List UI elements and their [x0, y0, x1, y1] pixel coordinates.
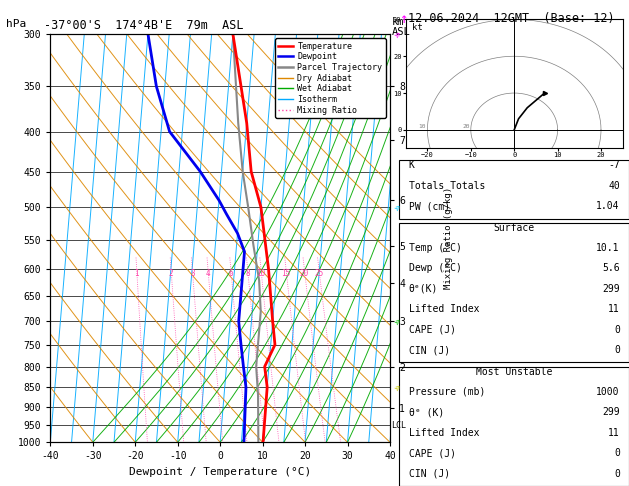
Text: 299: 299: [602, 407, 620, 417]
Text: 0: 0: [614, 345, 620, 355]
Text: 11: 11: [608, 304, 620, 314]
Text: 8: 8: [245, 269, 250, 278]
Text: 1: 1: [135, 269, 139, 278]
Text: 25: 25: [314, 269, 323, 278]
Legend: Temperature, Dewpoint, Parcel Trajectory, Dry Adiabat, Wet Adiabat, Isotherm, Mi: Temperature, Dewpoint, Parcel Trajectory…: [275, 38, 386, 118]
Text: km: km: [392, 17, 404, 27]
Text: 6: 6: [228, 269, 233, 278]
Text: K: K: [409, 160, 415, 171]
Text: LCL: LCL: [391, 421, 406, 431]
Text: Most Unstable: Most Unstable: [476, 366, 552, 377]
Text: 2: 2: [169, 269, 174, 278]
Text: CIN (J): CIN (J): [409, 469, 450, 479]
Text: 12.06.2024  12GMT  (Base: 12): 12.06.2024 12GMT (Base: 12): [408, 12, 614, 25]
Text: 299: 299: [602, 284, 620, 294]
Bar: [399, 223, 629, 363]
Text: 0: 0: [614, 325, 620, 335]
Text: 0: 0: [614, 448, 620, 458]
Text: »: »: [392, 381, 404, 393]
Text: CAPE (J): CAPE (J): [409, 448, 455, 458]
Text: Totals Totals: Totals Totals: [409, 181, 485, 191]
Text: ↑: ↑: [399, 12, 408, 26]
Text: hPa: hPa: [6, 19, 26, 30]
Text: 20: 20: [462, 124, 470, 129]
Text: CAPE (J): CAPE (J): [409, 325, 455, 335]
Text: 11: 11: [608, 428, 620, 438]
Text: »: »: [392, 315, 404, 327]
X-axis label: Dewpoint / Temperature (°C): Dewpoint / Temperature (°C): [129, 467, 311, 477]
Text: Surface: Surface: [494, 223, 535, 233]
Text: 10.1: 10.1: [596, 243, 620, 253]
Text: Temp (°C): Temp (°C): [409, 243, 462, 253]
Bar: [399, 366, 629, 486]
Text: 3: 3: [190, 269, 194, 278]
Text: 4: 4: [206, 269, 210, 278]
Text: Dewp (°C): Dewp (°C): [409, 263, 462, 274]
Text: 10: 10: [257, 269, 265, 278]
Text: 10: 10: [419, 124, 426, 129]
Text: Pressure (mb): Pressure (mb): [409, 387, 485, 397]
Text: -37°00'S  174°4B'E  79m  ASL: -37°00'S 174°4B'E 79m ASL: [44, 19, 243, 33]
Text: θᵉ(K): θᵉ(K): [409, 284, 438, 294]
Text: CIN (J): CIN (J): [409, 345, 450, 355]
Text: 20: 20: [300, 269, 309, 278]
Text: -7: -7: [608, 160, 620, 171]
Text: 40: 40: [608, 181, 620, 191]
Text: PW (cm): PW (cm): [409, 201, 450, 211]
Text: »: »: [392, 28, 404, 40]
Text: 1000: 1000: [596, 387, 620, 397]
Text: 5.6: 5.6: [602, 263, 620, 274]
Text: Lifted Index: Lifted Index: [409, 304, 479, 314]
Text: 1.04: 1.04: [596, 201, 620, 211]
Text: 0: 0: [614, 469, 620, 479]
Text: »: »: [392, 201, 404, 213]
Text: θᵉ (K): θᵉ (K): [409, 407, 444, 417]
Text: ASL: ASL: [392, 27, 411, 37]
Text: Lifted Index: Lifted Index: [409, 428, 479, 438]
Text: 15: 15: [281, 269, 291, 278]
Y-axis label: Mixing Ratio (g/kg): Mixing Ratio (g/kg): [444, 187, 453, 289]
Text: kt: kt: [412, 23, 423, 32]
Bar: [399, 160, 629, 219]
